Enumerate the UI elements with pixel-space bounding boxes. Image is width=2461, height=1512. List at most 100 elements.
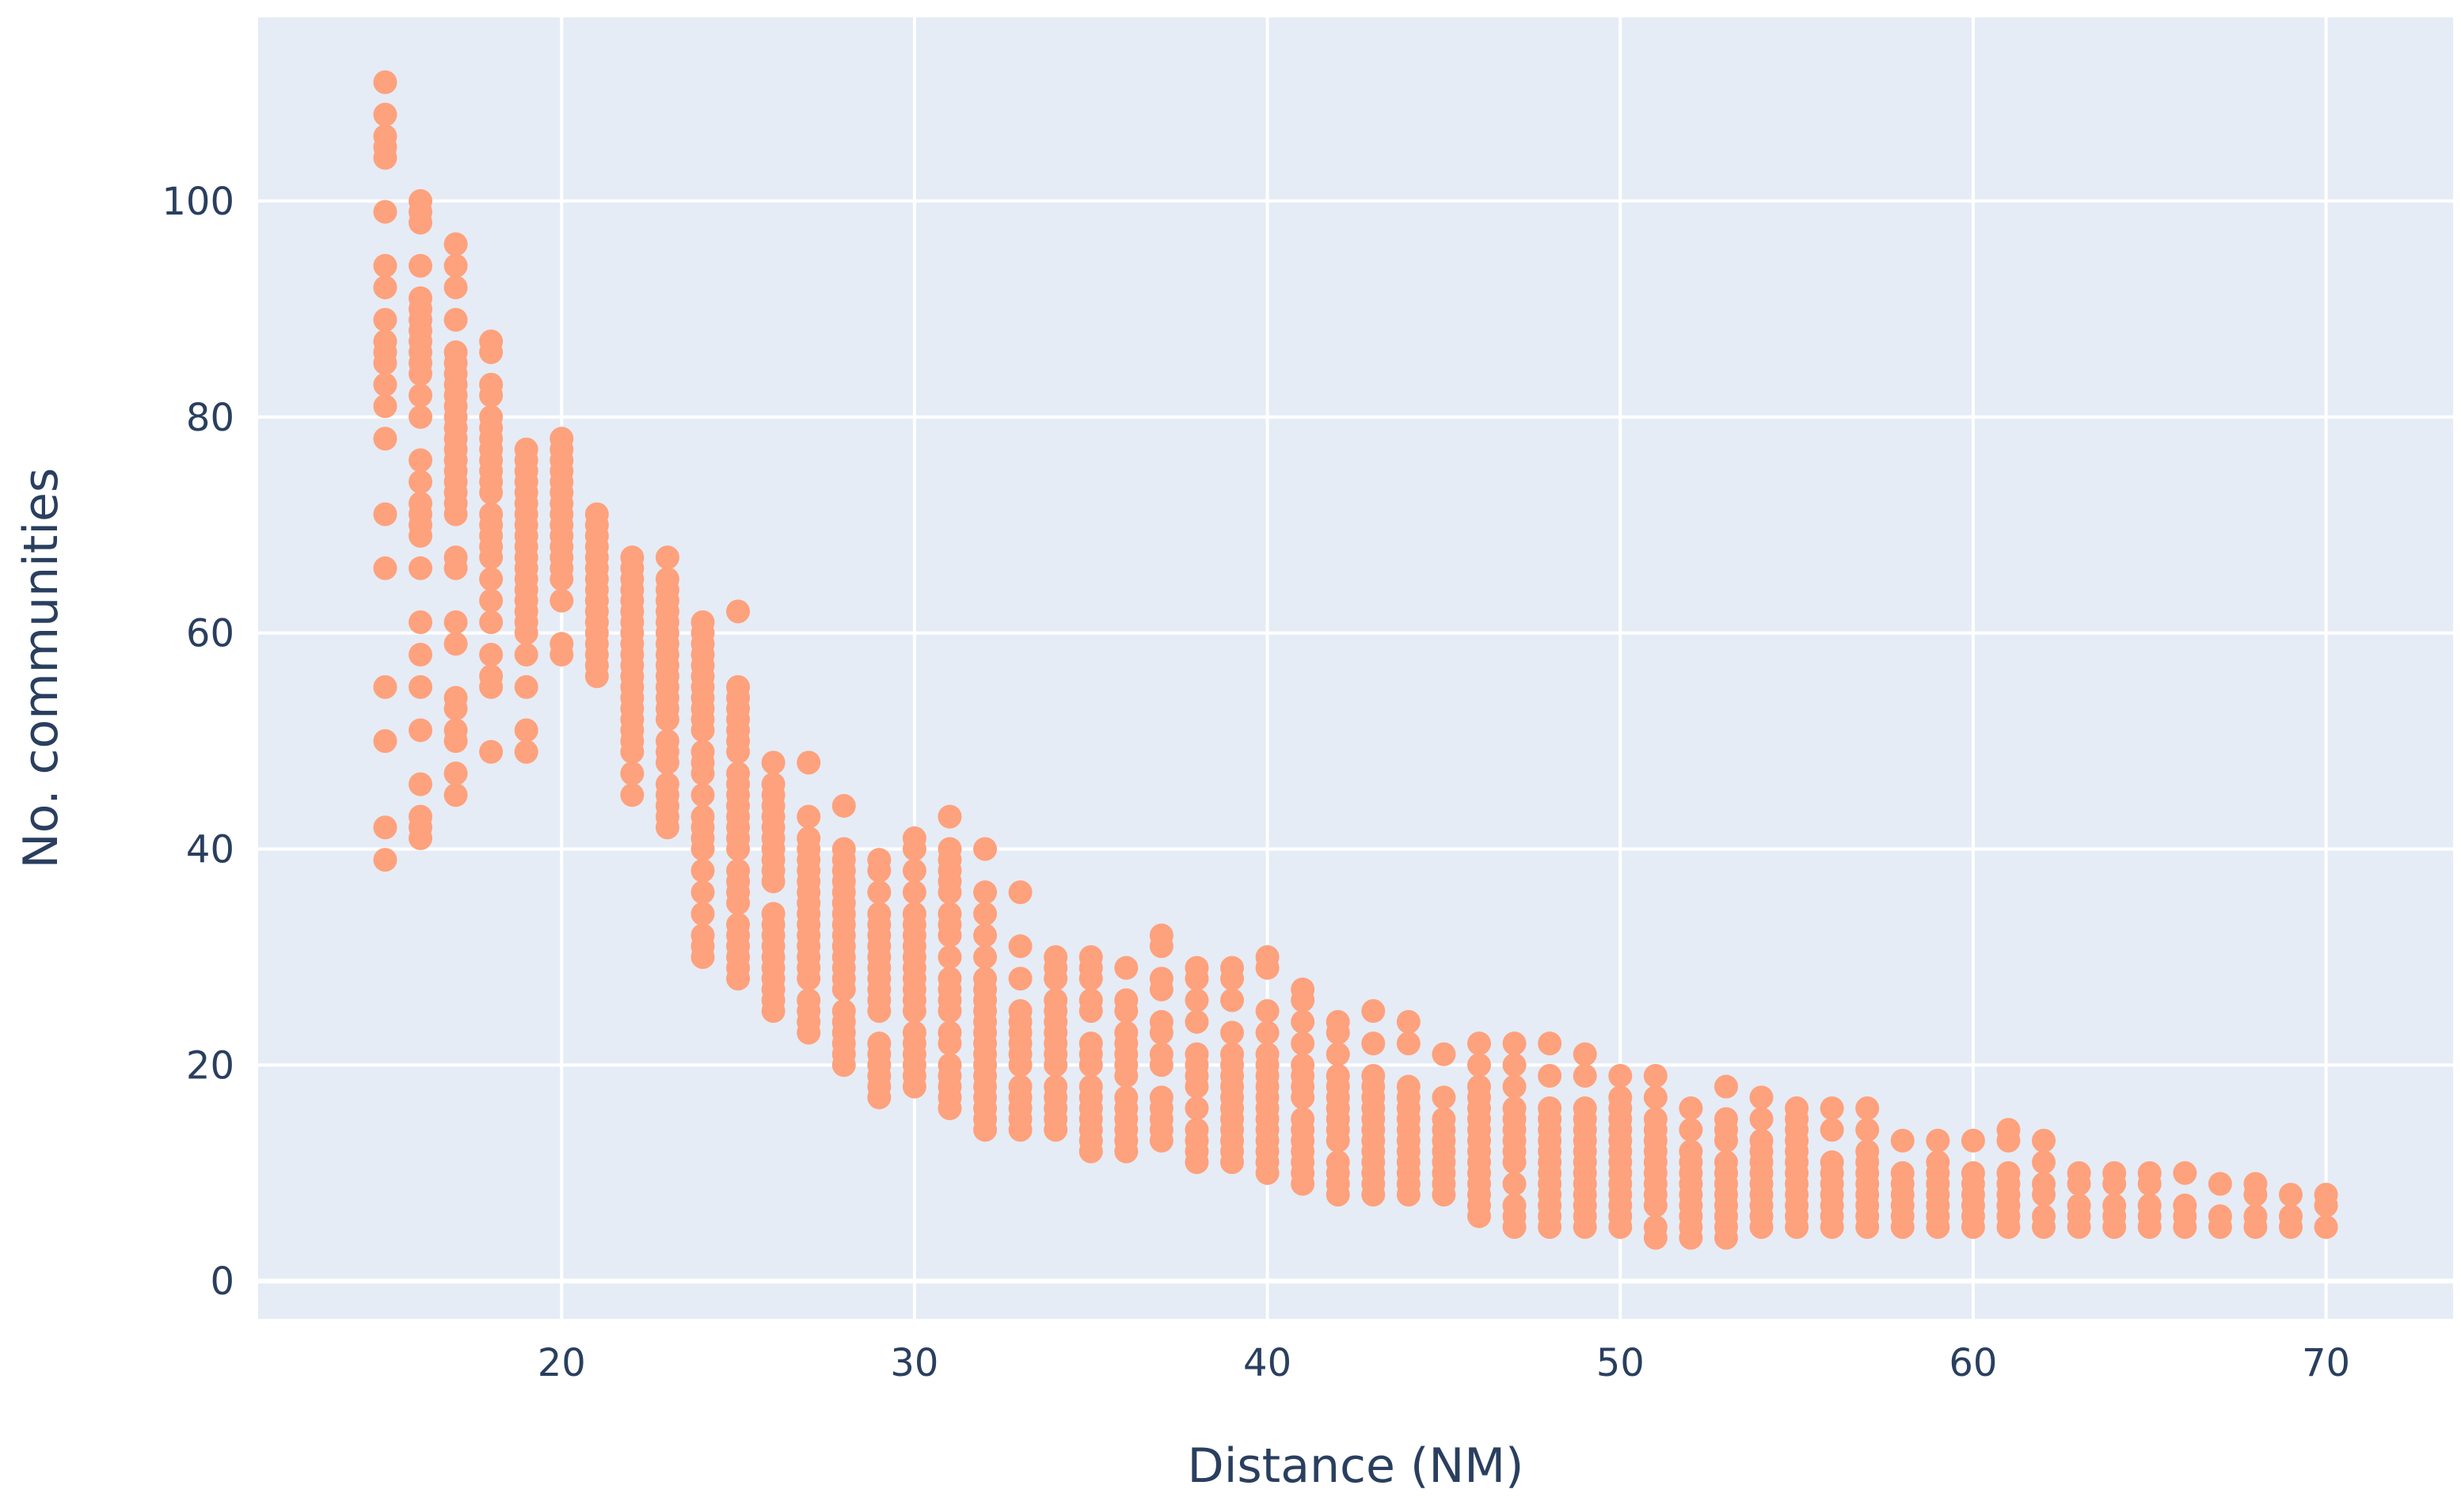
- data-point: [1185, 1118, 1209, 1142]
- data-point: [761, 902, 785, 926]
- data-point: [1996, 1161, 2021, 1185]
- data-point: [479, 502, 504, 526]
- data-point: [1502, 1193, 1527, 1218]
- data-point: [550, 632, 574, 656]
- data-point: [1538, 1096, 1562, 1120]
- data-point: [1643, 1107, 1668, 1131]
- data-point: [373, 556, 397, 580]
- data-point: [1926, 1150, 1950, 1175]
- data-point: [1679, 1096, 1703, 1120]
- data-point: [2032, 1204, 2056, 1229]
- data-point: [1714, 1074, 1738, 1099]
- data-point: [726, 599, 751, 624]
- data-point: [1855, 1118, 1880, 1142]
- data-point: [479, 372, 504, 397]
- data-point: [938, 1053, 962, 1077]
- data-point: [1926, 1128, 1950, 1153]
- data-point: [514, 718, 538, 743]
- data-point: [373, 70, 397, 94]
- data-point: [373, 124, 397, 149]
- data-point: [443, 308, 468, 332]
- data-point: [479, 567, 504, 591]
- data-point: [1044, 944, 1068, 969]
- data-point: [761, 772, 785, 796]
- data-point: [655, 772, 679, 796]
- gridlines: [258, 17, 2453, 1319]
- data-point: [373, 253, 397, 278]
- data-point: [479, 664, 504, 689]
- data-point: [902, 858, 926, 883]
- data-point: [1114, 1085, 1139, 1110]
- data-point: [409, 469, 433, 494]
- data-point: [938, 1020, 962, 1045]
- data-point: [443, 686, 468, 710]
- data-point: [479, 739, 504, 764]
- data-point: [409, 188, 433, 213]
- data-point: [443, 545, 468, 570]
- data-point: [1220, 1020, 1245, 1045]
- data-point: [1855, 1139, 1880, 1164]
- data-point: [2314, 1215, 2338, 1240]
- data-point: [373, 372, 397, 397]
- data-point: [1961, 1161, 1985, 1185]
- data-point: [1361, 1064, 1386, 1088]
- data-point: [1890, 1161, 1915, 1185]
- y-tick-labels: 0 20 40 60 80 100: [162, 180, 234, 1304]
- data-point: [1538, 1031, 1562, 1056]
- data-point: [443, 340, 468, 364]
- data-point: [409, 674, 433, 699]
- data-point: [1785, 1096, 1809, 1120]
- data-point: [479, 405, 504, 429]
- data-point: [1466, 1053, 1491, 1077]
- data-point: [1573, 1042, 1597, 1066]
- data-point: [1643, 1215, 1668, 1240]
- data-point: [938, 837, 962, 861]
- data-point: [2137, 1161, 2162, 1185]
- data-point: [690, 739, 715, 764]
- data-point: [443, 232, 468, 256]
- data-point: [373, 502, 397, 526]
- data-point: [1855, 1096, 1880, 1120]
- data-point: [1149, 1085, 1173, 1110]
- data-point: [973, 923, 998, 948]
- data-point: [2032, 1128, 2056, 1153]
- data-point: [1573, 1064, 1597, 1088]
- data-point: [797, 804, 821, 829]
- data-point: [373, 199, 397, 224]
- data-point: [1502, 1031, 1527, 1056]
- data-point: [1149, 1009, 1173, 1034]
- data-point: [1078, 1074, 1103, 1099]
- data-point: [726, 913, 751, 937]
- data-point: [1291, 1031, 1315, 1056]
- data-point: [1643, 1085, 1668, 1110]
- data-point: [479, 642, 504, 667]
- data-point: [409, 556, 433, 580]
- data-point: [690, 804, 715, 829]
- data-point: [409, 286, 433, 310]
- data-point: [373, 674, 397, 699]
- data-point: [1714, 1107, 1738, 1131]
- data-point: [443, 610, 468, 635]
- data-point: [409, 718, 433, 743]
- data-point: [620, 783, 645, 807]
- data-point: [973, 902, 998, 926]
- data-point: [2032, 1172, 2056, 1196]
- data-point: [443, 783, 468, 807]
- y-axis-title: No. communities: [13, 468, 69, 868]
- data-point: [514, 437, 538, 462]
- data-point: [726, 858, 751, 883]
- data-point: [1185, 1096, 1209, 1120]
- data-point: [550, 427, 574, 451]
- data-point: [514, 674, 538, 699]
- data-points: [373, 70, 2338, 1250]
- data-point: [409, 610, 433, 635]
- data-point: [1044, 988, 1068, 1012]
- data-point: [1291, 977, 1315, 1001]
- data-point: [1008, 880, 1033, 905]
- data-point: [373, 329, 397, 354]
- data-point: [655, 567, 679, 591]
- data-point: [409, 804, 433, 829]
- data-point: [409, 491, 433, 515]
- y-tick-label: 100: [162, 180, 234, 224]
- y-tick-label: 20: [186, 1043, 234, 1088]
